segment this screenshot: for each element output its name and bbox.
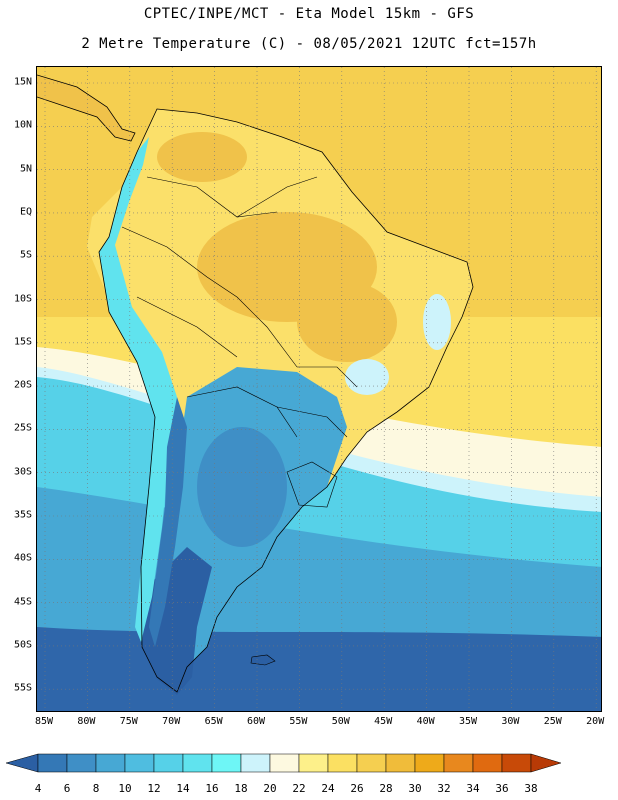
latitude-label: 55S xyxy=(13,682,32,694)
longitude-label: 55W xyxy=(289,716,308,727)
latitude-label: EQ xyxy=(19,206,32,218)
interior-hot-area xyxy=(297,282,397,362)
latitude-label: 5S xyxy=(19,249,32,261)
colorbar-label: 38 xyxy=(524,782,538,795)
longitude-label: 20W xyxy=(586,716,605,727)
longitude-label: 25W xyxy=(543,716,562,727)
colorbar-label: 22 xyxy=(292,782,306,795)
colorbar-label: 24 xyxy=(321,782,335,795)
color-scale-bar xyxy=(5,753,562,773)
latitude-label: 5N xyxy=(19,163,32,175)
latitude-label: 45S xyxy=(13,596,32,608)
colorbar-label: 14 xyxy=(176,782,190,795)
latitude-label: 15N xyxy=(13,76,32,88)
colorbar-label: 28 xyxy=(379,782,393,795)
latitude-label: 10N xyxy=(13,119,32,131)
colorbar-swatch xyxy=(240,753,271,773)
colorbar-label: 32 xyxy=(437,782,451,795)
pampas-cold-area xyxy=(197,427,287,547)
colorbar-swatch xyxy=(443,753,474,773)
latitude-label: 30S xyxy=(13,466,32,478)
colorbar-arrow-low xyxy=(5,753,39,773)
latitude-label: 25S xyxy=(13,422,32,434)
latitude-label: 15S xyxy=(13,336,32,348)
colorbar-label: 16 xyxy=(205,782,219,795)
latitude-label: 40S xyxy=(13,552,32,564)
brazil-highlands-cool xyxy=(345,359,389,395)
coastline xyxy=(98,108,474,693)
longitude-label: 85W xyxy=(34,716,54,727)
colorbar-label: 10 xyxy=(118,782,132,795)
country-borders xyxy=(121,176,358,508)
colorbar-swatch xyxy=(327,753,358,773)
colorbar-label: 36 xyxy=(495,782,509,795)
longitude-label: 35W xyxy=(458,716,478,727)
colorbar-swatch xyxy=(298,753,329,773)
colorbar-label: 4 xyxy=(34,782,42,795)
colorbar-label: 6 xyxy=(63,782,71,795)
colorbar-swatch xyxy=(269,753,300,773)
longitude-label: 45W xyxy=(374,716,393,727)
colorbar-swatch xyxy=(211,753,242,773)
longitude-label: 75W xyxy=(119,716,138,727)
colorbar-label: 12 xyxy=(147,782,161,795)
longitude-label: 60W xyxy=(246,716,266,727)
colorbar-label: 34 xyxy=(466,782,480,795)
northern-hot-area xyxy=(157,132,247,182)
colorbar-label: 30 xyxy=(408,782,422,795)
central-america-coast xyxy=(37,74,136,142)
latitude-label: 35S xyxy=(13,509,32,521)
longitude-label: 80W xyxy=(77,716,96,727)
temperature-map xyxy=(37,67,601,711)
map-frame xyxy=(36,66,602,712)
latitude-label: 20S xyxy=(13,379,32,391)
colorbar-swatch xyxy=(472,753,503,773)
colorbar-swatch xyxy=(95,753,126,773)
central-america xyxy=(37,75,135,141)
colorbar-arrow-high xyxy=(530,753,562,773)
andes-core xyxy=(149,397,187,647)
longitude-label: 65W xyxy=(204,716,223,727)
colorbar-swatch xyxy=(356,753,387,773)
colorbar-swatch xyxy=(414,753,445,773)
map-subtitle: 2 Metre Temperature (C) - 08/05/2021 12U… xyxy=(81,36,537,52)
colorbar-swatch xyxy=(124,753,155,773)
colorbar-label: 8 xyxy=(92,782,100,795)
latitude-label: 50S xyxy=(13,639,32,651)
map-title: CPTEC/INPE/MCT - Eta Model 15km - GFS xyxy=(143,6,475,22)
colorbar-swatch xyxy=(153,753,184,773)
longitude-label: 50W xyxy=(331,716,350,727)
colorbar-swatch xyxy=(37,753,68,773)
falklands xyxy=(250,654,276,666)
colorbar-swatch xyxy=(66,753,97,773)
northeast-highlands-cool xyxy=(423,294,451,350)
longitude-label: 30W xyxy=(501,716,520,727)
colorbar-swatch xyxy=(385,753,416,773)
colorbar-swatch xyxy=(182,753,213,773)
ocean-band-cold xyxy=(37,627,601,711)
longitude-label: 70W xyxy=(162,716,181,727)
colorbar-swatch xyxy=(501,753,532,773)
latitude-label: 10S xyxy=(13,293,32,304)
colorbar-label: 18 xyxy=(234,782,248,795)
colorbar-label: 20 xyxy=(263,782,277,795)
colorbar-label: 26 xyxy=(350,782,364,795)
longitude-label: 40W xyxy=(416,716,435,727)
